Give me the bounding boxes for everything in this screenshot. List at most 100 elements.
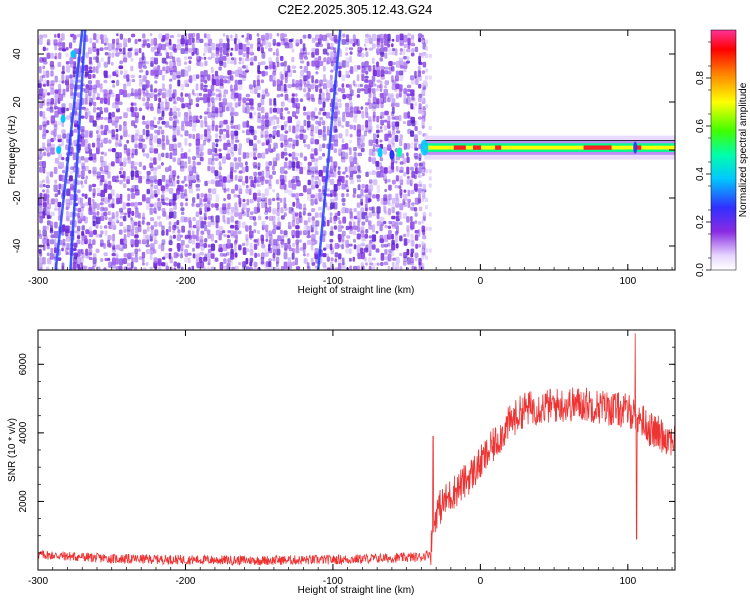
- spectrogram-cell: [394, 88, 398, 92]
- spectrogram-cell: [141, 138, 146, 143]
- spectrogram-cell: [187, 56, 193, 60]
- spectrogram-cell: [387, 93, 392, 99]
- spectrogram-cell: [172, 148, 178, 156]
- spectrogram-cell: [345, 239, 349, 248]
- spectrogram-cell: [353, 225, 358, 231]
- spectrogram-cell: [130, 65, 134, 72]
- spectrogram-cell: [127, 207, 132, 215]
- spectrogram-cell: [123, 266, 129, 270]
- spectrogram-cell: [352, 230, 357, 236]
- spectrogram-cell: [80, 139, 86, 147]
- spectrogram-cell: [150, 184, 153, 190]
- spectrogram-cell: [119, 60, 123, 65]
- spectrogram-cell: [118, 170, 122, 175]
- spectrogram-cell: [160, 185, 165, 192]
- spectrogram-cell: [417, 70, 421, 78]
- spectrogram-cell: [70, 183, 74, 191]
- spectrogram-cell: [421, 169, 425, 174]
- spectrogram-cell: [234, 272, 238, 279]
- spectrogram-cell: [291, 151, 296, 160]
- spectrogram-cell: [176, 226, 180, 230]
- spectrogram-cell: [181, 34, 185, 40]
- spectrogram-cell: [403, 94, 406, 101]
- spectrogram-cell: [303, 134, 308, 140]
- spectrogram-cell: [311, 170, 315, 178]
- spectrogram-cell: [157, 258, 162, 266]
- spectrogram-cell: [180, 38, 185, 45]
- spectrogram-cell: [169, 266, 173, 270]
- spectrogram-cell: [410, 39, 415, 45]
- spectrogram-cell: [131, 257, 134, 263]
- spectrogram-cell: [314, 180, 318, 186]
- spectrogram-cell: [118, 156, 122, 164]
- spectrogram-cell: [319, 88, 323, 94]
- spectrogram-cell: [165, 101, 170, 110]
- spectrogram-cell: [168, 97, 173, 102]
- spectrogram-cell: [375, 166, 381, 171]
- spectrogram-cell: [203, 97, 208, 104]
- spectrogram-cell: [165, 215, 171, 220]
- spectrogram-cell: [103, 252, 108, 257]
- spectrogram-cell: [395, 165, 399, 172]
- spectrogram-cell: [66, 107, 69, 112]
- spectrogram-cell: [403, 193, 408, 201]
- spectrogram-cell: [303, 258, 308, 264]
- spectrogram-cell: [353, 188, 357, 194]
- spectrogram-cell: [302, 242, 307, 250]
- spectrogram-cell: [173, 101, 178, 105]
- spectrogram-cell: [184, 161, 188, 169]
- spectrogram-cell: [293, 271, 296, 276]
- spectrogram-cell: [372, 179, 378, 186]
- spectrogram-cell: [184, 130, 189, 137]
- spectrogram-cell: [299, 38, 303, 45]
- spectrogram-cell: [215, 88, 220, 92]
- spectrogram-cell: [417, 130, 422, 135]
- spectrogram-cell: [153, 66, 158, 75]
- spectrogram-cell: [116, 270, 119, 274]
- spectrogram-cell: [84, 179, 88, 185]
- spectrogram-cell: [84, 216, 88, 224]
- spectrogram-cell: [161, 174, 166, 182]
- spectrogram-cell: [173, 221, 177, 228]
- spectrogram-cell: [111, 189, 115, 197]
- spectrogram-cell: [138, 175, 143, 184]
- spectrogram-ytick-label: 0: [12, 147, 23, 153]
- spectrogram-cell: [272, 115, 277, 120]
- spectrogram-cell: [364, 211, 368, 216]
- spectrogram-cell: [150, 46, 155, 53]
- spectrogram-cell: [280, 93, 284, 97]
- spectrogram-cell: [145, 244, 150, 248]
- spectrogram-cell: [43, 151, 47, 157]
- spectrogram-cell: [345, 102, 350, 108]
- spectrogram-cell: [372, 194, 376, 199]
- spectrogram-cell: [195, 220, 200, 228]
- spectrogram-cell: [280, 125, 285, 131]
- spectrogram-cell: [273, 142, 278, 149]
- spectrogram-cell: [402, 271, 405, 276]
- spectrogram-cell: [130, 188, 134, 193]
- spectrogram-cell: [173, 261, 178, 267]
- spectrogram-cell: [315, 184, 319, 189]
- spectrogram-cell: [84, 97, 88, 105]
- spectrogram-cell: [242, 202, 247, 210]
- spectrogram-cell: [299, 75, 304, 79]
- spectrogram-cell: [142, 33, 146, 39]
- spectrogram-cell: [120, 135, 123, 140]
- spectrogram-cell: [214, 175, 220, 180]
- spectrogram-cell: [391, 51, 395, 56]
- spectrogram-cell: [410, 233, 414, 240]
- spectrogram-cell: [176, 107, 181, 112]
- spectrogram-cell: [368, 253, 372, 257]
- spectrogram-cell: [410, 142, 414, 149]
- spectrogram-cell: [88, 184, 92, 192]
- spectrogram-cell: [257, 116, 262, 123]
- spectrogram-cell: [392, 271, 395, 276]
- colorbar-tick-label: 0.8: [695, 71, 706, 85]
- spectrogram-cell: [268, 47, 273, 52]
- spectrogram-cell: [268, 57, 273, 64]
- spectrogram-cell: [237, 220, 241, 229]
- spectrogram-cell: [38, 207, 43, 214]
- spectrogram-cell: [195, 203, 201, 208]
- spectrogram-cell: [196, 262, 201, 269]
- spectrogram-cell: [111, 202, 115, 209]
